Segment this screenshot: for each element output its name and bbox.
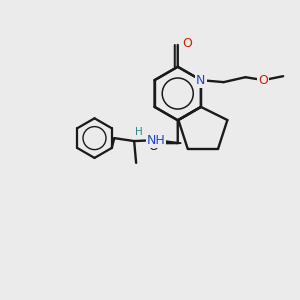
Text: H: H xyxy=(135,127,143,137)
Text: O: O xyxy=(183,38,193,50)
Text: NH: NH xyxy=(147,134,165,147)
Text: O: O xyxy=(258,74,268,87)
Text: N: N xyxy=(196,74,206,87)
Text: O: O xyxy=(148,140,158,152)
